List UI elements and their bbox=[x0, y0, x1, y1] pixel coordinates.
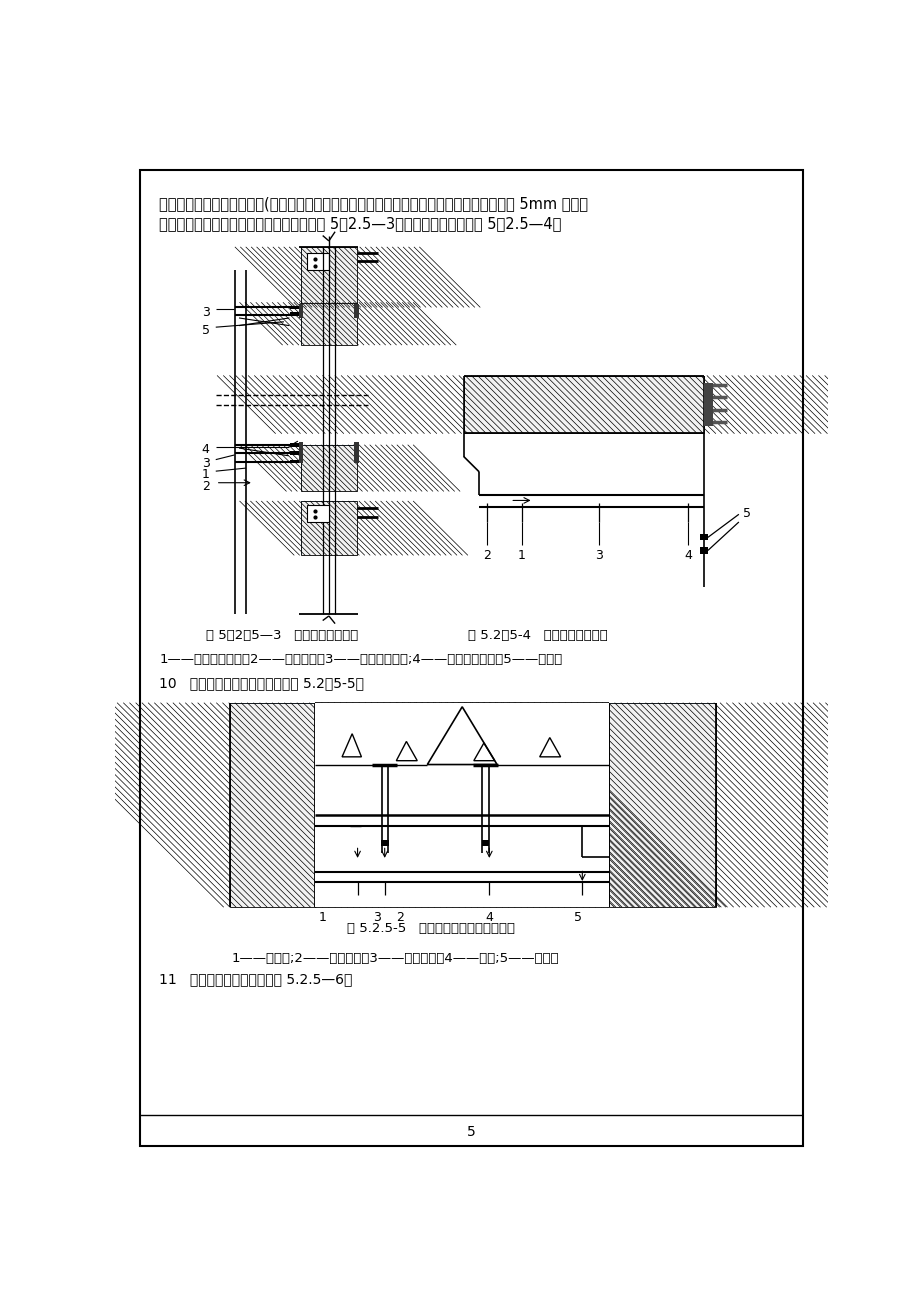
Bar bbox=[289, 444, 300, 448]
Text: 2: 2 bbox=[396, 911, 403, 924]
Text: 4: 4 bbox=[485, 911, 493, 924]
Bar bbox=[354, 305, 358, 318]
Text: 图 5.2.5-5   与其它幕墙交接构造示意图: 图 5.2.5-5 与其它幕墙交接构造示意图 bbox=[347, 922, 515, 935]
Bar bbox=[289, 306, 300, 310]
Text: 5: 5 bbox=[467, 1125, 475, 1139]
Text: 1: 1 bbox=[201, 469, 210, 482]
Text: 2: 2 bbox=[482, 549, 491, 562]
Bar bbox=[463, 376, 703, 434]
Text: 10   与其它幕墙交接构造做法见图 5.2。5-5。: 10 与其它幕墙交接构造做法见图 5.2。5-5。 bbox=[159, 676, 364, 690]
Text: 3: 3 bbox=[201, 306, 210, 319]
Bar bbox=[289, 311, 300, 315]
Text: 4: 4 bbox=[684, 549, 692, 562]
Bar bbox=[289, 452, 300, 454]
Text: 3: 3 bbox=[372, 911, 380, 924]
Text: 图 5。2。5—3   窗洞口竖向示意图: 图 5。2。5—3 窗洞口竖向示意图 bbox=[206, 629, 358, 642]
Bar bbox=[354, 441, 358, 464]
Bar bbox=[301, 302, 357, 345]
Bar bbox=[299, 305, 303, 318]
Bar bbox=[301, 501, 357, 555]
Text: 5: 5 bbox=[573, 911, 582, 924]
Bar bbox=[699, 534, 707, 540]
Bar bbox=[301, 247, 357, 307]
Bar bbox=[301, 247, 357, 307]
Bar bbox=[307, 505, 329, 522]
Text: 1——竖向受力龙骨；2——横向龙骨；3——附加横向龙骨;4——附加竖向龙骨；5——密封胶: 1——竖向受力龙骨；2——横向龙骨；3——附加横向龙骨;4——附加竖向龙骨；5—… bbox=[159, 652, 562, 665]
Bar bbox=[301, 302, 357, 345]
Bar bbox=[307, 254, 329, 271]
Bar bbox=[608, 703, 716, 907]
Bar bbox=[703, 383, 712, 426]
Text: a: a bbox=[508, 841, 515, 852]
Text: 11   埃特板转角构造做法见图 5.2.5—6。: 11 埃特板转角构造做法见图 5.2.5—6。 bbox=[159, 973, 352, 987]
Bar bbox=[289, 460, 300, 464]
Bar bbox=[301, 501, 357, 555]
Bar bbox=[230, 703, 314, 907]
Bar bbox=[463, 376, 703, 434]
Text: 1: 1 bbox=[318, 911, 326, 924]
Text: 5: 5 bbox=[201, 324, 210, 337]
Bar bbox=[699, 547, 707, 553]
Bar bbox=[230, 703, 314, 907]
Text: 1: 1 bbox=[517, 549, 526, 562]
Bar bbox=[380, 840, 388, 846]
Bar bbox=[608, 703, 716, 907]
Bar bbox=[301, 445, 357, 491]
Text: 3: 3 bbox=[201, 457, 210, 470]
Bar bbox=[481, 840, 489, 846]
Text: 图 5.2。5-4   窗洞口横向示意图: 图 5.2。5-4 窗洞口横向示意图 bbox=[467, 629, 607, 642]
Text: 4: 4 bbox=[201, 444, 210, 457]
Text: 向龙骨上）、附加竖向龙骨(用角码与预埋件连接），转角埃特板板间及埃特板与窗框间均留 5mm 缝隙，: 向龙骨上）、附加竖向龙骨(用角码与预埋件连接），转角埃特板板间及埃特板与窗框间均… bbox=[159, 197, 587, 211]
Bar bbox=[314, 703, 608, 907]
Text: 2: 2 bbox=[201, 479, 210, 492]
Text: 用聚氧酯密封胶密封，窗洞口竖向示意见图 5。2.5—3、窗洞口横向示意见图 5。2.5—4。: 用聚氧酯密封胶密封，窗洞口竖向示意见图 5。2.5—3、窗洞口横向示意见图 5。… bbox=[159, 216, 561, 232]
Bar bbox=[299, 441, 303, 464]
Text: 3: 3 bbox=[595, 549, 603, 562]
Text: 5: 5 bbox=[742, 506, 750, 519]
Text: 1——埃特板;2——竖向龙骨；3——横向龙骨；4——接缝;5——铝型材: 1——埃特板;2——竖向龙骨；3——横向龙骨；4——接缝;5——铝型材 bbox=[231, 952, 558, 965]
Bar bbox=[301, 445, 357, 491]
